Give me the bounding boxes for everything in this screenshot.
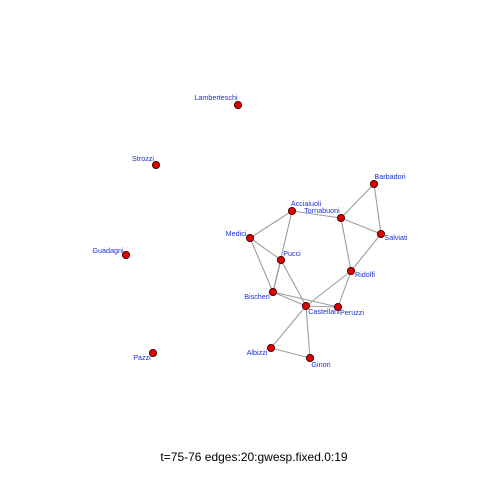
node-castellani xyxy=(301,301,311,311)
edge-peruzzi-ridolfi xyxy=(337,270,352,308)
node-medici xyxy=(245,233,255,243)
node-label-salviati: Salviati xyxy=(384,233,408,242)
node-peruzzi xyxy=(333,302,343,312)
node-label-tornabuoni: Tornabuoni xyxy=(304,206,340,215)
edge-medici-bischeri xyxy=(249,237,274,293)
node-label-medici: Medici xyxy=(226,229,247,238)
edge-salviati-ridolfi xyxy=(350,233,382,272)
node-acciaiuoli xyxy=(287,206,297,216)
node-strozzi xyxy=(151,160,161,170)
node-ginori xyxy=(305,353,315,363)
node-label-barbadori: Barbadori xyxy=(374,172,406,181)
node-label-pazzi: Pazzi xyxy=(133,353,151,362)
plot-caption: t=75-76 edges:20:gwesp.fixed.0:19 xyxy=(160,450,347,464)
node-tornabuoni xyxy=(336,213,346,223)
node-label-ridolfi: Ridolfi xyxy=(355,270,375,279)
node-label-peruzzi: Peruzzi xyxy=(340,308,364,317)
node-label-pucci: Pucci xyxy=(283,249,301,258)
node-albizzi xyxy=(266,343,276,353)
node-bischeri xyxy=(268,287,278,297)
node-label-guadagni: Guadagni xyxy=(92,246,124,255)
edge-bischeri-peruzzi xyxy=(272,291,339,308)
edge-castellani-albizzi xyxy=(270,305,307,349)
edge-castellani-ridolfi xyxy=(305,270,352,307)
node-salviati xyxy=(376,229,386,239)
edge-barbadori-salviati xyxy=(373,183,382,235)
node-label-lamberteschi: Lamberteschi xyxy=(194,93,238,102)
node-pazzi xyxy=(148,348,158,358)
edge-tornabuoni-barbadori xyxy=(340,183,375,219)
node-label-bischeri: Bischeri xyxy=(244,292,270,301)
node-guadagni xyxy=(121,250,131,260)
node-label-acciaiuoli: Acciaiuoli xyxy=(291,199,322,208)
edge-bischeri-castellani xyxy=(272,291,307,307)
edge-tornabuoni-salviati xyxy=(340,217,382,235)
node-pucci xyxy=(276,255,286,265)
edge-pucci-bischeri xyxy=(272,259,282,293)
edge-castellani-ginori xyxy=(305,305,311,359)
edge-albizzi-ginori xyxy=(270,347,311,359)
node-barbadori xyxy=(369,179,379,189)
node-label-ginori: Ginori xyxy=(311,360,331,369)
node-layer xyxy=(121,100,386,363)
node-label-albizzi: Albizzi xyxy=(247,348,268,357)
label-layer: Lamberteschi Strozzi Guadagni Pazzi Barbador… xyxy=(92,93,408,369)
edge-layer xyxy=(249,183,382,359)
node-lamberteschi xyxy=(233,100,243,110)
edge-castellani-peruzzi xyxy=(305,305,339,308)
edge-medici-pucci xyxy=(249,237,282,261)
node-label-castellani: Castellani xyxy=(308,307,340,316)
node-label-strozzi: Strozzi xyxy=(132,154,154,163)
edge-medici-acciaiuoli xyxy=(249,210,293,239)
edge-ridolfi-tornabuoni xyxy=(340,217,352,272)
edge-acciaiuoli-tornabuoni xyxy=(291,210,342,219)
node-ridolfi xyxy=(346,266,356,276)
